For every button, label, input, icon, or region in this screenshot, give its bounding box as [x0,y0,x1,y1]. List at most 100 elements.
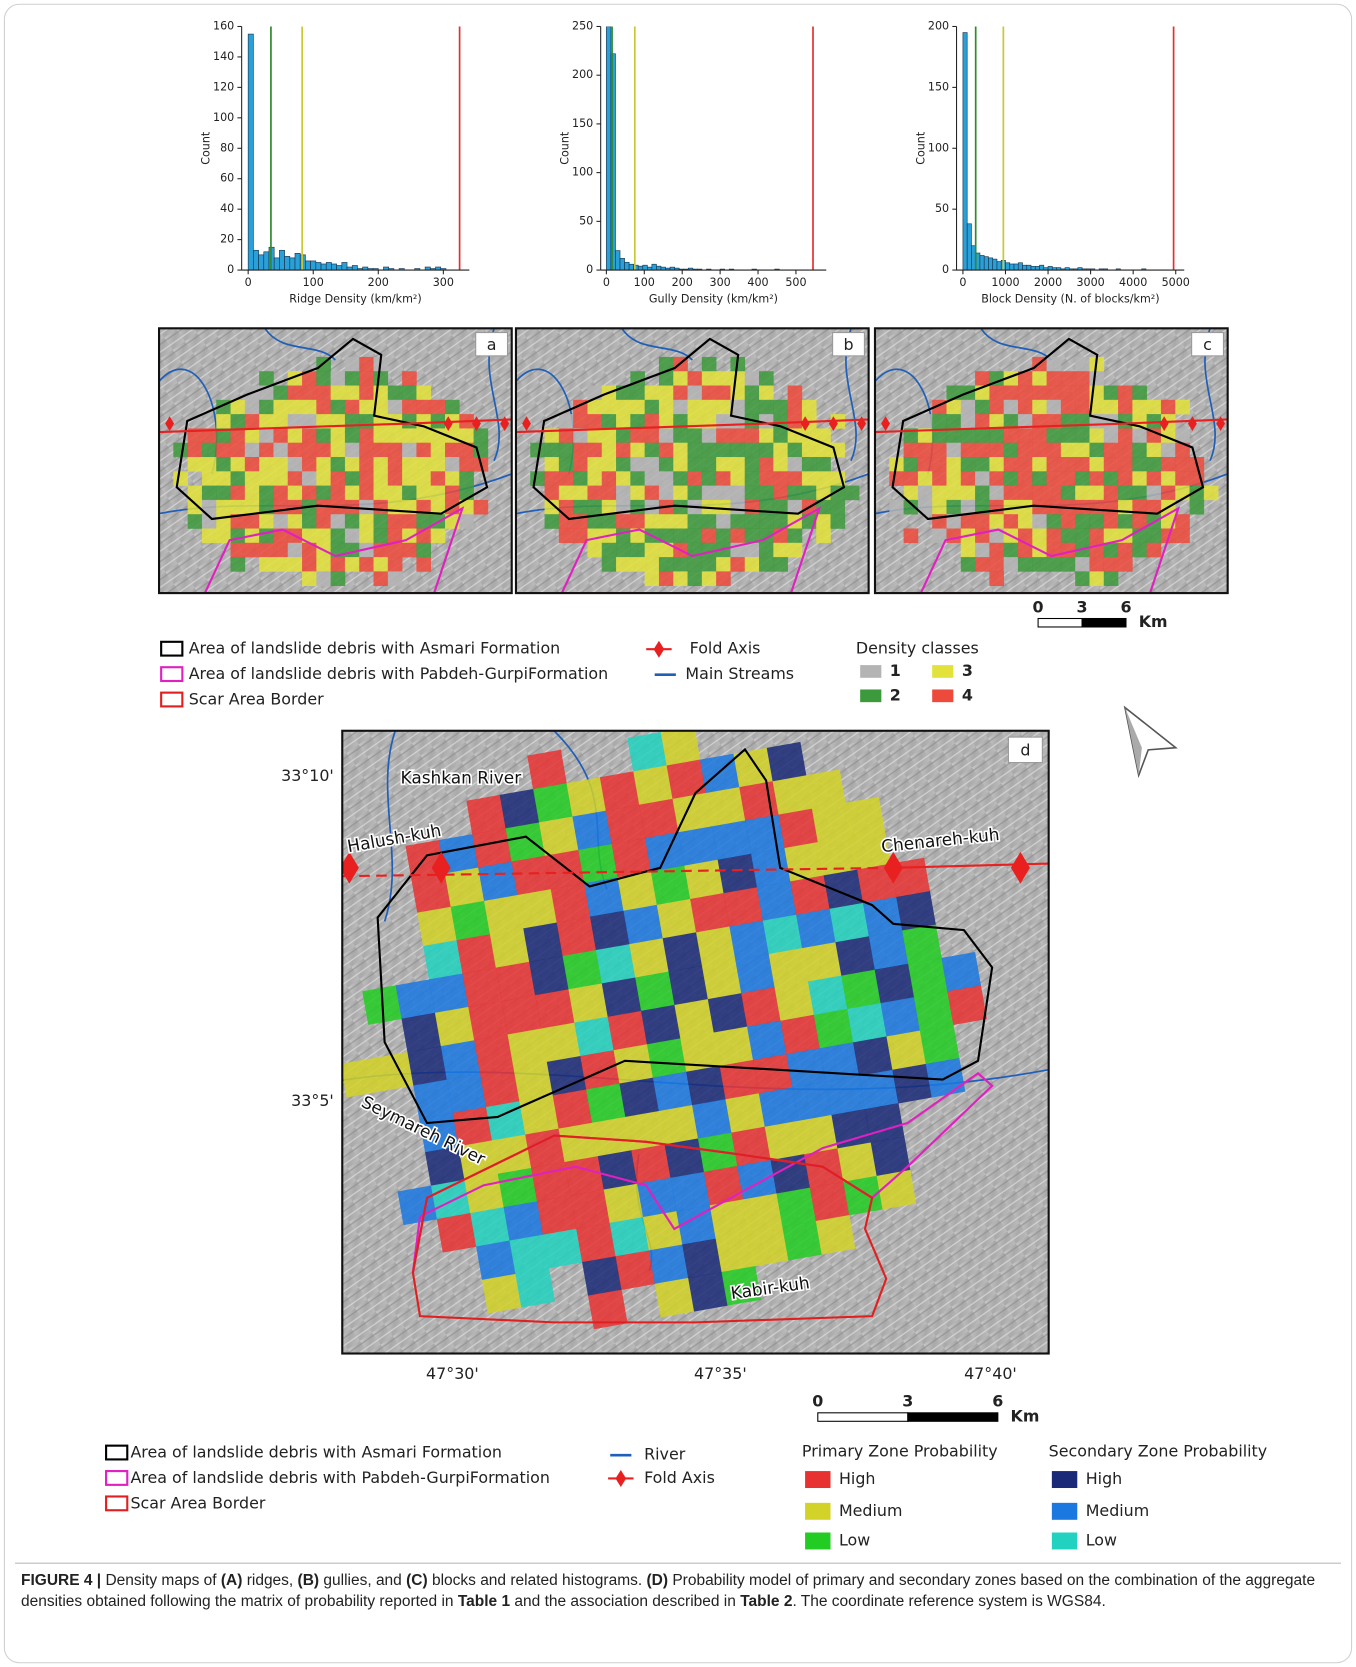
density-cell [416,400,431,415]
density-cell [730,443,745,458]
bar [316,262,321,270]
density-cell [975,371,990,386]
density-cell [202,457,217,472]
y-tick-label: 20 [220,233,234,246]
density-cell [831,514,846,529]
bar [980,255,984,270]
density-cell [802,400,817,415]
density-cell [630,386,645,401]
density-cell [574,1017,614,1057]
density-cell [504,1201,544,1241]
density-cell [1018,428,1033,443]
density-cell [975,543,990,558]
density-cell [745,514,760,529]
density-cell [345,357,360,372]
density-cell [630,471,645,486]
density-cell [759,386,774,401]
density-cell [245,400,260,415]
density-cell [643,1211,683,1251]
density-cell [757,881,797,921]
bar [638,266,643,270]
y-tick-label: 60 [220,172,234,185]
scale-segment [1038,619,1082,627]
density-cell [708,993,748,1033]
density-cell [1032,486,1047,501]
density-cell [743,1193,783,1233]
density-cell [506,822,546,862]
density-cell [678,826,718,866]
density-cell [359,500,374,515]
density-cell [625,1111,665,1151]
density-cell [961,400,976,415]
density-cell [1018,443,1033,458]
plot-area [963,26,1174,270]
density-cell [359,386,374,401]
density-cell [759,457,774,472]
density-cell [551,883,591,923]
density-cell [331,557,346,572]
density-cell [587,414,602,429]
lat-label: 33°10' [281,766,334,785]
density-cell [745,428,760,443]
density-cell [231,443,246,458]
density-cell [767,742,807,782]
density-cell [669,966,709,1006]
density-cell [600,771,640,811]
density-cell [802,471,817,486]
density-cell [686,1066,726,1106]
plot-area [248,26,459,270]
density-cell [904,471,919,486]
density-cell [778,809,818,849]
density-cell [416,457,431,472]
density-cell [302,471,317,486]
density-cell [914,991,954,1031]
density-cell [316,400,331,415]
density-cell [517,889,557,929]
density-cell [545,457,560,472]
legend-label: Area of landslide debris with Pabdeh-Gur… [189,664,608,683]
density-cell [630,457,645,472]
density-cell [545,443,560,458]
density-cell [989,443,1004,458]
density-cell [273,400,288,415]
density-cell [302,571,317,586]
density-cell [509,1235,549,1275]
density-cell [773,775,813,815]
density-cell [889,500,904,515]
legend-label: Fold Axis [644,1468,715,1487]
place-label: Kashkan River [401,767,522,787]
density-cell [259,471,274,486]
density-cell [918,443,933,458]
density-cell [961,428,976,443]
density-cell [1161,457,1176,472]
density-cell [1075,500,1090,515]
density-cell [729,921,769,961]
density-cell [359,514,374,529]
density-cell [1147,543,1162,558]
density-cell [273,557,288,572]
density-cell [745,386,760,401]
density-cell [173,471,188,486]
y-tick-label: 150 [928,80,949,93]
density-cell [602,557,617,572]
density-cell [716,414,731,429]
density-cell [1089,528,1104,543]
density-cell [533,783,573,823]
density-cell [788,400,803,415]
bar [643,265,648,270]
bar [248,34,253,270]
x-tick-label: 300 [710,276,731,289]
density-cell [751,848,791,888]
density-cell [216,443,231,458]
legend-swatch [932,665,953,678]
bar [1027,265,1031,270]
legend-label: Area of landslide debris with Asmari For… [189,639,561,658]
panel-label: a [487,335,497,354]
lon-label: 47°30' [426,1364,479,1383]
density-cell [459,471,474,486]
density-cell [1061,557,1076,572]
density-cell [1161,471,1176,486]
legend-swatch [654,641,665,658]
plot-area [606,26,813,270]
density-cell [602,486,617,501]
